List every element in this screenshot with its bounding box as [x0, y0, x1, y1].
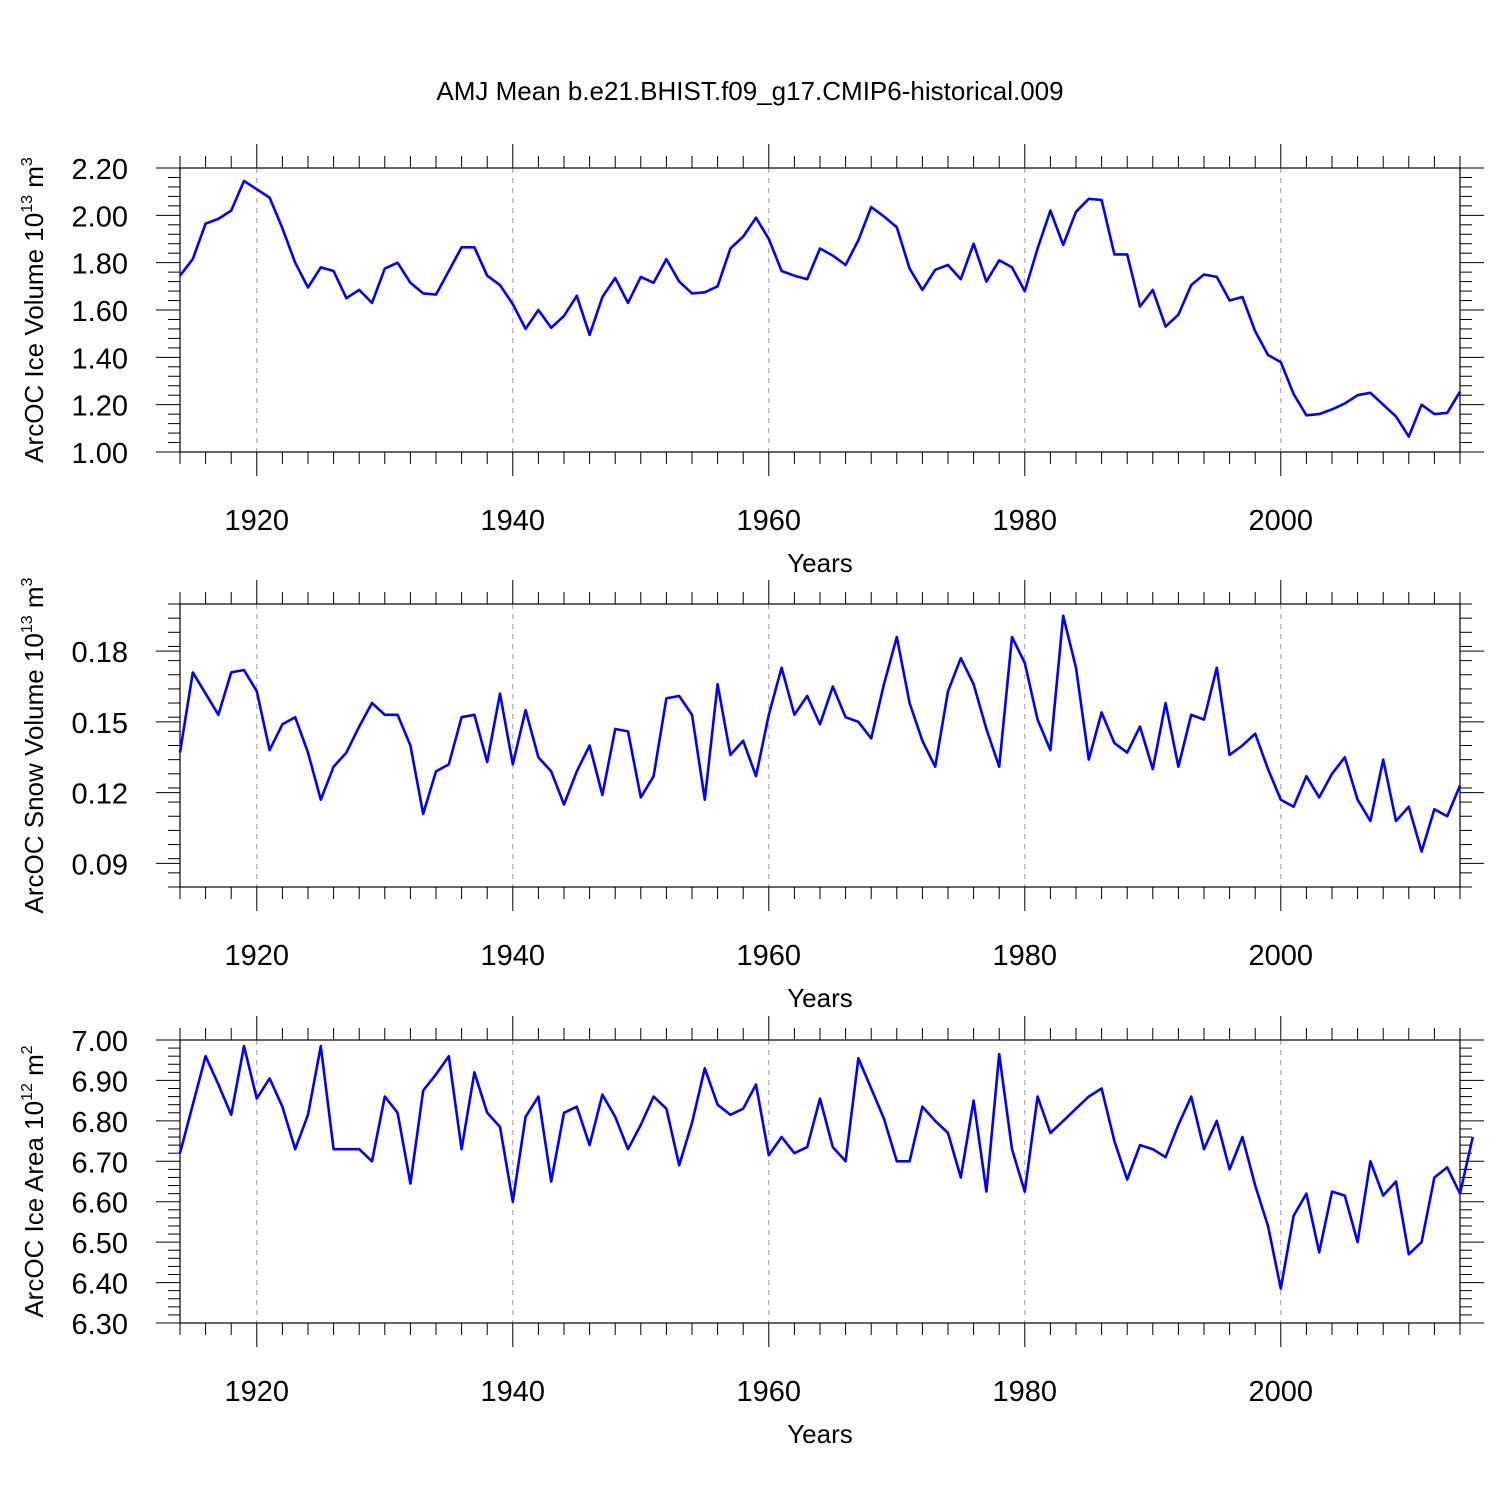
- x-tick-label: 1960: [737, 940, 802, 972]
- x-tick-label: 1940: [481, 940, 546, 972]
- x-tick-label: 1960: [737, 505, 802, 537]
- x-tick-label: 1980: [993, 940, 1058, 972]
- x-axis-label: Years: [787, 548, 853, 578]
- y-tick-label: 6.70: [72, 1147, 128, 1179]
- y-tick-label: 2.00: [72, 201, 128, 233]
- plot-frame: [179, 1039, 1461, 1324]
- panels: 1920 1940 1960 1980 2000 1.00 1.20 1.40 1.60 1.80…: [19, 144, 1484, 1449]
- x-tick-label: 2000: [1249, 505, 1314, 537]
- y-tick-label: 0.09: [72, 849, 128, 881]
- y-axis-label: ArcOC Ice Volume 1013 m3: [19, 157, 49, 463]
- y-tick-label: 6.90: [72, 1066, 128, 1098]
- series-line: [178, 614, 1462, 853]
- y-tick-label: 7.00: [72, 1026, 128, 1058]
- series-line: [178, 1044, 1475, 1290]
- panel-2: 1920 1940 1960 1980 2000 0.09 0.12 0.15 0.18 Year…: [19, 577, 1484, 1013]
- y-tick-label: 0.18: [72, 637, 128, 669]
- x-tick-label: 1960: [737, 1376, 802, 1408]
- x-tick-label: 2000: [1249, 940, 1314, 972]
- y-tick-label: 1.60: [72, 296, 128, 328]
- y-tick-label: 1.80: [72, 249, 128, 281]
- y-tick-label: 0.12: [72, 779, 128, 811]
- y-tick-label: 6.30: [72, 1309, 128, 1341]
- series-line: [178, 179, 1462, 438]
- x-tick-label: 1920: [225, 1376, 290, 1408]
- y-tick-label: 0.15: [72, 708, 128, 740]
- x-tick-label: 1920: [225, 505, 290, 537]
- y-tick-label: 1.40: [72, 343, 128, 375]
- y-tick-label: 6.50: [72, 1228, 128, 1260]
- panel-1: 1920 1940 1960 1980 2000 1.00 1.20 1.40 1.60 1.80…: [19, 144, 1484, 578]
- x-tick-label: 1940: [481, 505, 546, 537]
- y-tick-label: 1.20: [72, 391, 128, 423]
- x-tick-label: 2000: [1249, 1376, 1314, 1408]
- x-tick-label: 1920: [225, 940, 290, 972]
- x-tick-label: 1980: [993, 1376, 1058, 1408]
- y-tick-label: 2.20: [72, 154, 128, 186]
- plot-frame: [179, 167, 1461, 453]
- x-tick-label: 1940: [481, 1376, 546, 1408]
- y-axis-label: ArcOC Ice Area 1012 m2: [19, 1045, 49, 1317]
- x-axis-label: Years: [787, 1419, 853, 1449]
- plot-frame: [179, 603, 1461, 888]
- figure-title: AMJ Mean b.e21.BHIST.f09_g17.CMIP6-histo…: [436, 76, 1063, 106]
- y-tick-label: 6.80: [72, 1107, 128, 1139]
- y-tick-label: 1.00: [72, 438, 128, 470]
- x-tick-label: 1980: [993, 505, 1058, 537]
- y-tick-label: 6.60: [72, 1188, 128, 1220]
- x-axis-label: Years: [787, 983, 853, 1013]
- y-tick-label: 6.40: [72, 1269, 128, 1301]
- y-axis-label: ArcOC Snow Volume 1013 m3: [19, 577, 49, 913]
- panel-3: 1920 1940 1960 1980 2000 6.30 6.40 6.50 6.60 6.70…: [19, 1016, 1484, 1449]
